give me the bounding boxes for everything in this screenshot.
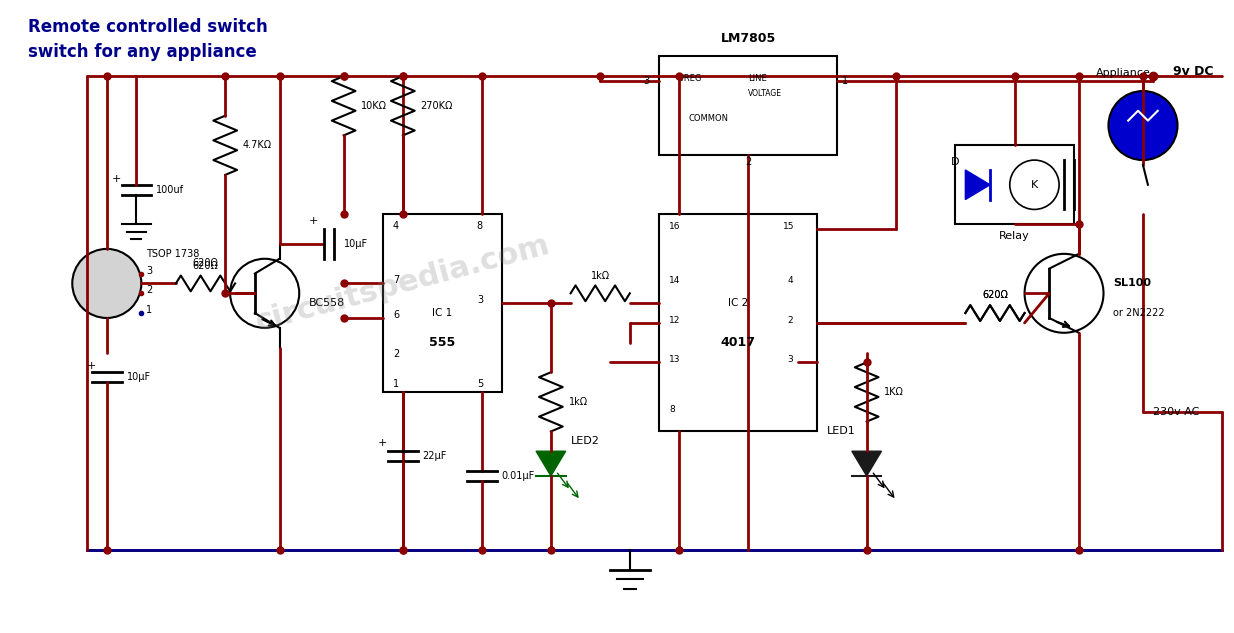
Polygon shape (536, 451, 565, 476)
Text: 100uf: 100uf (157, 185, 184, 195)
Bar (659, 56, 837, 155)
Text: IC 2: IC 2 (728, 298, 749, 308)
Text: BC558: BC558 (308, 298, 346, 308)
Bar (659, 215, 817, 432)
Text: 16: 16 (669, 222, 681, 231)
Text: +: + (88, 361, 96, 372)
Circle shape (1024, 254, 1103, 333)
Text: 1: 1 (147, 305, 153, 315)
Text: Relay: Relay (1000, 231, 1030, 241)
Text: 8: 8 (476, 221, 482, 231)
Text: LM7805: LM7805 (721, 32, 776, 45)
Text: 270KΩ: 270KΩ (421, 101, 453, 111)
Circle shape (1108, 91, 1177, 160)
Bar (955, 146, 1074, 224)
Text: LED2: LED2 (570, 436, 600, 446)
Bar (383, 215, 501, 392)
Text: 12: 12 (669, 316, 681, 325)
Text: K: K (1030, 180, 1038, 190)
Text: 620Ω: 620Ω (193, 261, 218, 271)
Text: VREG: VREG (679, 74, 702, 83)
Text: 15: 15 (782, 222, 795, 231)
Text: 9v DC: 9v DC (1172, 65, 1213, 78)
Text: 555: 555 (429, 336, 455, 349)
Text: D: D (950, 157, 959, 167)
Text: COMMON: COMMON (689, 113, 729, 123)
Text: 14: 14 (669, 277, 681, 285)
Text: 4.7KΩ: 4.7KΩ (243, 141, 273, 150)
Text: 10μF: 10μF (127, 372, 151, 382)
Text: 620Ω: 620Ω (982, 291, 1008, 300)
Text: 4017: 4017 (721, 336, 756, 349)
Text: switch for any appliance: switch for any appliance (28, 42, 257, 61)
Text: 3: 3 (147, 266, 153, 275)
Text: VOLTAGE: VOLTAGE (748, 89, 782, 98)
Text: 1: 1 (392, 379, 399, 389)
Text: 7: 7 (392, 275, 400, 285)
Text: 0.01μF: 0.01μF (501, 471, 534, 481)
Text: 1kΩ: 1kΩ (591, 270, 610, 280)
Text: 1KΩ: 1KΩ (885, 387, 905, 397)
Text: 2: 2 (147, 285, 153, 296)
Text: 3: 3 (787, 355, 793, 365)
Text: 13: 13 (669, 355, 681, 365)
Text: +: + (112, 174, 121, 184)
Circle shape (73, 249, 142, 318)
Text: SL100: SL100 (1113, 279, 1151, 289)
Text: or 2N2222: or 2N2222 (1113, 308, 1165, 318)
Text: 620Ω: 620Ω (193, 258, 218, 268)
Text: +: + (308, 216, 318, 226)
Text: circuitspedia.com: circuitspedia.com (252, 230, 553, 337)
Circle shape (231, 259, 299, 328)
Text: 4: 4 (392, 221, 399, 231)
Polygon shape (965, 170, 990, 199)
Text: 5: 5 (476, 379, 484, 389)
Text: 620Ω: 620Ω (982, 291, 1008, 300)
Text: 3: 3 (643, 76, 649, 86)
Text: LED1: LED1 (827, 427, 856, 437)
Text: LINE: LINE (748, 74, 768, 83)
Text: 2: 2 (787, 316, 793, 325)
Text: 2: 2 (392, 349, 400, 360)
Text: 1: 1 (842, 76, 848, 86)
Text: 2: 2 (745, 157, 752, 167)
Text: IC 1: IC 1 (432, 308, 453, 318)
Text: 230v AC: 230v AC (1153, 407, 1199, 417)
Text: Appliance: Appliance (1096, 68, 1150, 78)
Text: +: + (378, 438, 387, 448)
Polygon shape (851, 451, 881, 476)
Text: 4: 4 (787, 277, 793, 285)
Text: 6: 6 (392, 310, 399, 320)
Text: 22μF: 22μF (422, 451, 447, 461)
Text: Remote controlled switch: Remote controlled switch (28, 18, 268, 36)
Text: 10μF: 10μF (343, 239, 368, 249)
Text: TSOP 1738: TSOP 1738 (147, 249, 200, 259)
Text: 10KΩ: 10KΩ (362, 101, 387, 111)
Text: 1kΩ: 1kΩ (569, 397, 587, 407)
Text: 8: 8 (669, 404, 675, 414)
Text: 3: 3 (476, 295, 482, 305)
